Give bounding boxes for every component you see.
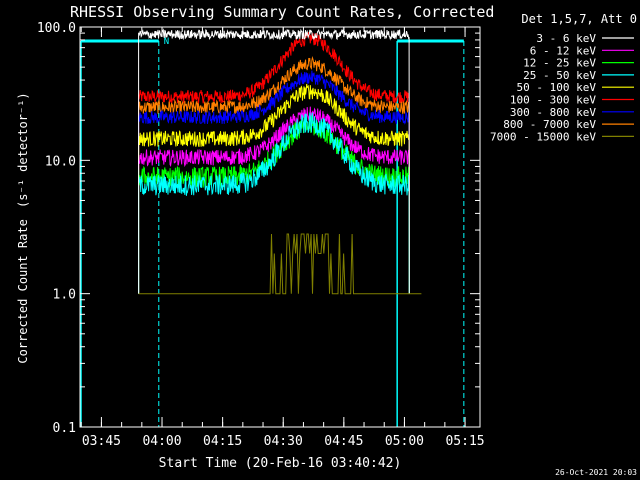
legend-entry-label: 100 - 300 keV [510,94,596,107]
x-axis-label: Start Time (20-Feb-16 03:40:42) [159,456,402,471]
legend-entry-label: 50 - 100 keV [517,81,597,94]
legend-entry-label: 3 - 6 keV [536,32,596,45]
night-flag-label: N [164,37,169,47]
x-tick-label: 04:30 [264,434,303,449]
legend-entry-label: 7000 - 15000 keV [490,130,596,143]
plot-area: N [80,28,465,427]
series-trace-1 [138,106,410,294]
footer-timestamp: 26-Oct-2021 20:03 [555,468,637,477]
x-axis: 03:45 04:00 04:15 04:30 04:45 05:00 05:15 [80,27,485,449]
series-trace-4 [138,83,410,294]
x-tick-label: 04:00 [142,434,181,449]
y-tick-label: 100.0 [37,21,76,36]
y-tick-label: 0.1 [53,421,76,436]
chart-title: RHESSI Observing Summary Count Rates, Co… [70,3,494,21]
x-tick-label: 04:15 [203,434,242,449]
plot-frame [79,26,481,428]
legend-entry-label: 12 - 25 keV [523,57,596,70]
series-trace-5 [138,31,410,294]
legend-entry-label: 300 - 800 keV [510,106,596,119]
series-trace-0 [138,28,410,294]
legend-entry-label: 800 - 7000 keV [503,118,596,131]
x-tick-label: 03:45 [82,434,121,449]
series-trace-3 [138,112,410,294]
y-axis-label: Corrected Count Rate (s⁻¹ detector⁻¹) [16,92,30,363]
y-tick-label: 10.0 [45,154,76,169]
x-tick-label: 05:00 [385,434,424,449]
legend-entry-label: 6 - 12 keV [530,44,597,57]
series-trace-8 [138,233,422,295]
legend-header: Det 1,5,7, Att 0 [521,12,637,26]
legend-entry-label: 25 - 50 keV [523,69,596,82]
x-tick-label: 05:15 [445,434,484,449]
x-tick-label: 04:45 [324,434,363,449]
y-axis-label-units: (s⁻¹ detector⁻¹) [16,92,30,208]
y-axis-label-main: Corrected Count Rate [16,219,30,364]
series-trace-6 [138,70,410,294]
y-tick-label: 1.0 [53,288,76,303]
series-trace-7 [138,56,410,294]
